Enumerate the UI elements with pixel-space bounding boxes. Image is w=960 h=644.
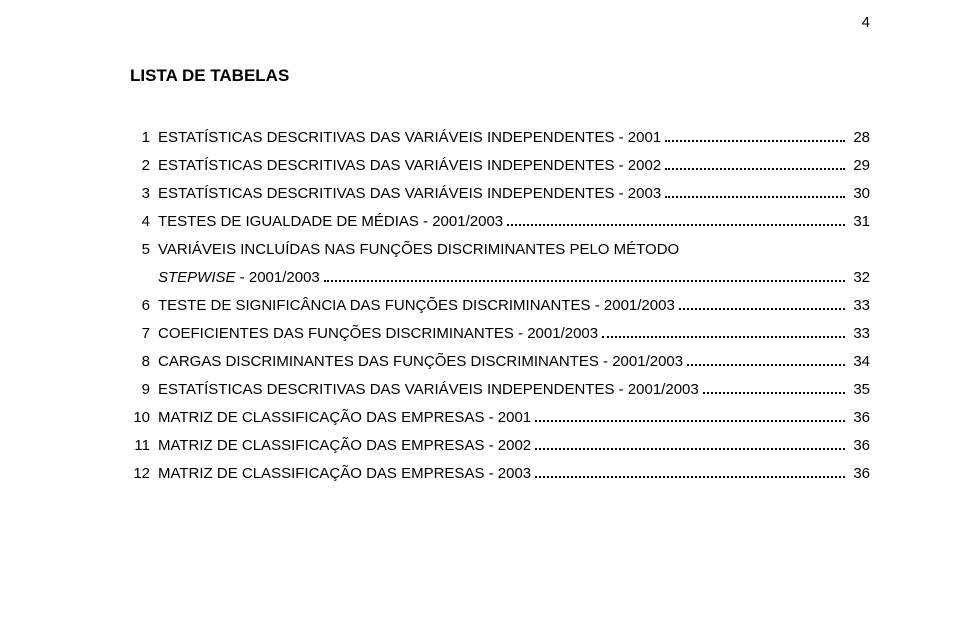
toc-entry: 3ESTATÍSTICAS DESCRITIVAS DAS VARIÁVEIS … (130, 186, 870, 201)
toc-entry-body: ESTATÍSTICAS DESCRITIVAS DAS VARIÁVEIS I… (158, 382, 870, 397)
page-title: LISTA DE TABELAS (130, 66, 870, 86)
toc-leader-dots (535, 466, 845, 478)
toc-entry-number: 10 (130, 410, 158, 425)
toc-entry-page: 33 (849, 298, 870, 313)
toc-entry-line: ESTATÍSTICAS DESCRITIVAS DAS VARIÁVEIS I… (158, 158, 870, 173)
toc-entry-page: 36 (849, 438, 870, 453)
toc-entry: 5VARIÁVEIS INCLUÍDAS NAS FUNÇÕES DISCRIM… (130, 242, 870, 285)
toc-entry-text: TESTE DE SIGNIFICÂNCIA DAS FUNÇÕES DISCR… (158, 298, 675, 313)
toc-entry-text: CARGAS DISCRIMINANTES DAS FUNÇÕES DISCRI… (158, 354, 683, 369)
toc-entry-body: MATRIZ DE CLASSIFICAÇÃO DAS EMPRESAS - 2… (158, 410, 870, 425)
toc-entry-body: MATRIZ DE CLASSIFICAÇÃO DAS EMPRESAS - 2… (158, 466, 870, 481)
toc-entry: 12MATRIZ DE CLASSIFICAÇÃO DAS EMPRESAS -… (130, 466, 870, 481)
page-number: 4 (862, 14, 870, 31)
toc-entry-number: 1 (130, 130, 158, 145)
toc-entry-page: 35 (849, 382, 870, 397)
toc-leader-dots (665, 158, 845, 170)
toc-entry-number: 4 (130, 214, 158, 229)
toc-entry: 11MATRIZ DE CLASSIFICAÇÃO DAS EMPRESAS -… (130, 438, 870, 453)
toc-entry: 1ESTATÍSTICAS DESCRITIVAS DAS VARIÁVEIS … (130, 130, 870, 145)
toc-entry-line: TESTE DE SIGNIFICÂNCIA DAS FUNÇÕES DISCR… (158, 298, 870, 313)
toc-entry-body: MATRIZ DE CLASSIFICAÇÃO DAS EMPRESAS - 2… (158, 438, 870, 453)
toc-leader-dots (687, 354, 845, 366)
toc-entry-line: ESTATÍSTICAS DESCRITIVAS DAS VARIÁVEIS I… (158, 186, 870, 201)
toc-entry-number: 6 (130, 298, 158, 313)
toc-entry-number: 11 (130, 438, 158, 453)
toc-entry-text: ESTATÍSTICAS DESCRITIVAS DAS VARIÁVEIS I… (158, 158, 661, 173)
table-of-contents: 1ESTATÍSTICAS DESCRITIVAS DAS VARIÁVEIS … (130, 130, 870, 481)
toc-entry-line: STEPWISE - 2001/2003 32 (158, 270, 870, 285)
toc-leader-dots (507, 214, 845, 226)
toc-entry-page: 29 (849, 158, 870, 173)
toc-entry-text: STEPWISE - 2001/2003 (158, 270, 320, 285)
toc-entry-text: TESTES DE IGUALDADE DE MÉDIAS - 2001/200… (158, 214, 503, 229)
toc-entry-number: 7 (130, 326, 158, 341)
toc-entry-number: 9 (130, 382, 158, 397)
toc-entry: 10MATRIZ DE CLASSIFICAÇÃO DAS EMPRESAS -… (130, 410, 870, 425)
toc-entry-page: 33 (849, 326, 870, 341)
toc-entry-text: VARIÁVEIS INCLUÍDAS NAS FUNÇÕES DISCRIMI… (158, 242, 679, 257)
toc-entry-number: 8 (130, 354, 158, 369)
toc-entry-text: ESTATÍSTICAS DESCRITIVAS DAS VARIÁVEIS I… (158, 186, 661, 201)
toc-entry-page: 36 (849, 466, 870, 481)
toc-entry-page: 36 (849, 410, 870, 425)
toc-entry-page: 32 (849, 270, 870, 285)
toc-entry-line: CARGAS DISCRIMINANTES DAS FUNÇÕES DISCRI… (158, 354, 870, 369)
toc-entry: 7COEFICIENTES DAS FUNÇÕES DISCRIMINANTES… (130, 326, 870, 341)
toc-leader-dots (703, 382, 846, 394)
toc-entry: 6TESTE DE SIGNIFICÂNCIA DAS FUNÇÕES DISC… (130, 298, 870, 313)
toc-entry-line: MATRIZ DE CLASSIFICAÇÃO DAS EMPRESAS - 2… (158, 438, 870, 453)
toc-entry-page: 31 (849, 214, 870, 229)
toc-leader-dots (602, 326, 845, 338)
toc-leader-dots (665, 130, 845, 142)
toc-entry-page: 34 (849, 354, 870, 369)
toc-entry-body: ESTATÍSTICAS DESCRITIVAS DAS VARIÁVEIS I… (158, 158, 870, 173)
toc-entry-line: COEFICIENTES DAS FUNÇÕES DISCRIMINANTES … (158, 326, 870, 341)
toc-entry-line: VARIÁVEIS INCLUÍDAS NAS FUNÇÕES DISCRIMI… (158, 242, 870, 257)
toc-entry-body: ESTATÍSTICAS DESCRITIVAS DAS VARIÁVEIS I… (158, 186, 870, 201)
toc-entry: 2ESTATÍSTICAS DESCRITIVAS DAS VARIÁVEIS … (130, 158, 870, 173)
toc-entry-text: MATRIZ DE CLASSIFICAÇÃO DAS EMPRESAS - 2… (158, 438, 531, 453)
toc-entry-text: COEFICIENTES DAS FUNÇÕES DISCRIMINANTES … (158, 326, 598, 341)
toc-leader-dots (679, 298, 846, 310)
toc-entry: 4TESTES DE IGUALDADE DE MÉDIAS - 2001/20… (130, 214, 870, 229)
toc-entry-body: VARIÁVEIS INCLUÍDAS NAS FUNÇÕES DISCRIMI… (158, 242, 870, 285)
toc-entry-line: MATRIZ DE CLASSIFICAÇÃO DAS EMPRESAS - 2… (158, 466, 870, 481)
toc-entry-line: TESTES DE IGUALDADE DE MÉDIAS - 2001/200… (158, 214, 870, 229)
toc-entry-number: 12 (130, 466, 158, 481)
toc-entry-number: 5 (130, 242, 158, 257)
toc-entry-text: MATRIZ DE CLASSIFICAÇÃO DAS EMPRESAS - 2… (158, 466, 531, 481)
toc-leader-dots (535, 410, 845, 422)
toc-entry-line: ESTATÍSTICAS DESCRITIVAS DAS VARIÁVEIS I… (158, 130, 870, 145)
toc-entry-text: MATRIZ DE CLASSIFICAÇÃO DAS EMPRESAS - 2… (158, 410, 531, 425)
toc-entry-page: 28 (849, 130, 870, 145)
toc-leader-dots (665, 186, 845, 198)
document-page: 4 LISTA DE TABELAS 1ESTATÍSTICAS DESCRIT… (0, 0, 960, 644)
toc-entry: 9ESTATÍSTICAS DESCRITIVAS DAS VARIÁVEIS … (130, 382, 870, 397)
toc-entry: 8CARGAS DISCRIMINANTES DAS FUNÇÕES DISCR… (130, 354, 870, 369)
toc-leader-dots (535, 438, 845, 450)
toc-entry-body: ESTATÍSTICAS DESCRITIVAS DAS VARIÁVEIS I… (158, 130, 870, 145)
toc-entry-text: ESTATÍSTICAS DESCRITIVAS DAS VARIÁVEIS I… (158, 130, 661, 145)
toc-entry-body: TESTES DE IGUALDADE DE MÉDIAS - 2001/200… (158, 214, 870, 229)
toc-entry-body: COEFICIENTES DAS FUNÇÕES DISCRIMINANTES … (158, 326, 870, 341)
toc-entry-line: ESTATÍSTICAS DESCRITIVAS DAS VARIÁVEIS I… (158, 382, 870, 397)
toc-entry-page: 30 (849, 186, 870, 201)
toc-entry-number: 3 (130, 186, 158, 201)
toc-entry-body: CARGAS DISCRIMINANTES DAS FUNÇÕES DISCRI… (158, 354, 870, 369)
toc-entry-body: TESTE DE SIGNIFICÂNCIA DAS FUNÇÕES DISCR… (158, 298, 870, 313)
toc-entry-text: ESTATÍSTICAS DESCRITIVAS DAS VARIÁVEIS I… (158, 382, 699, 397)
toc-entry-line: MATRIZ DE CLASSIFICAÇÃO DAS EMPRESAS - 2… (158, 410, 870, 425)
toc-leader-dots (324, 270, 846, 282)
toc-entry-number: 2 (130, 158, 158, 173)
